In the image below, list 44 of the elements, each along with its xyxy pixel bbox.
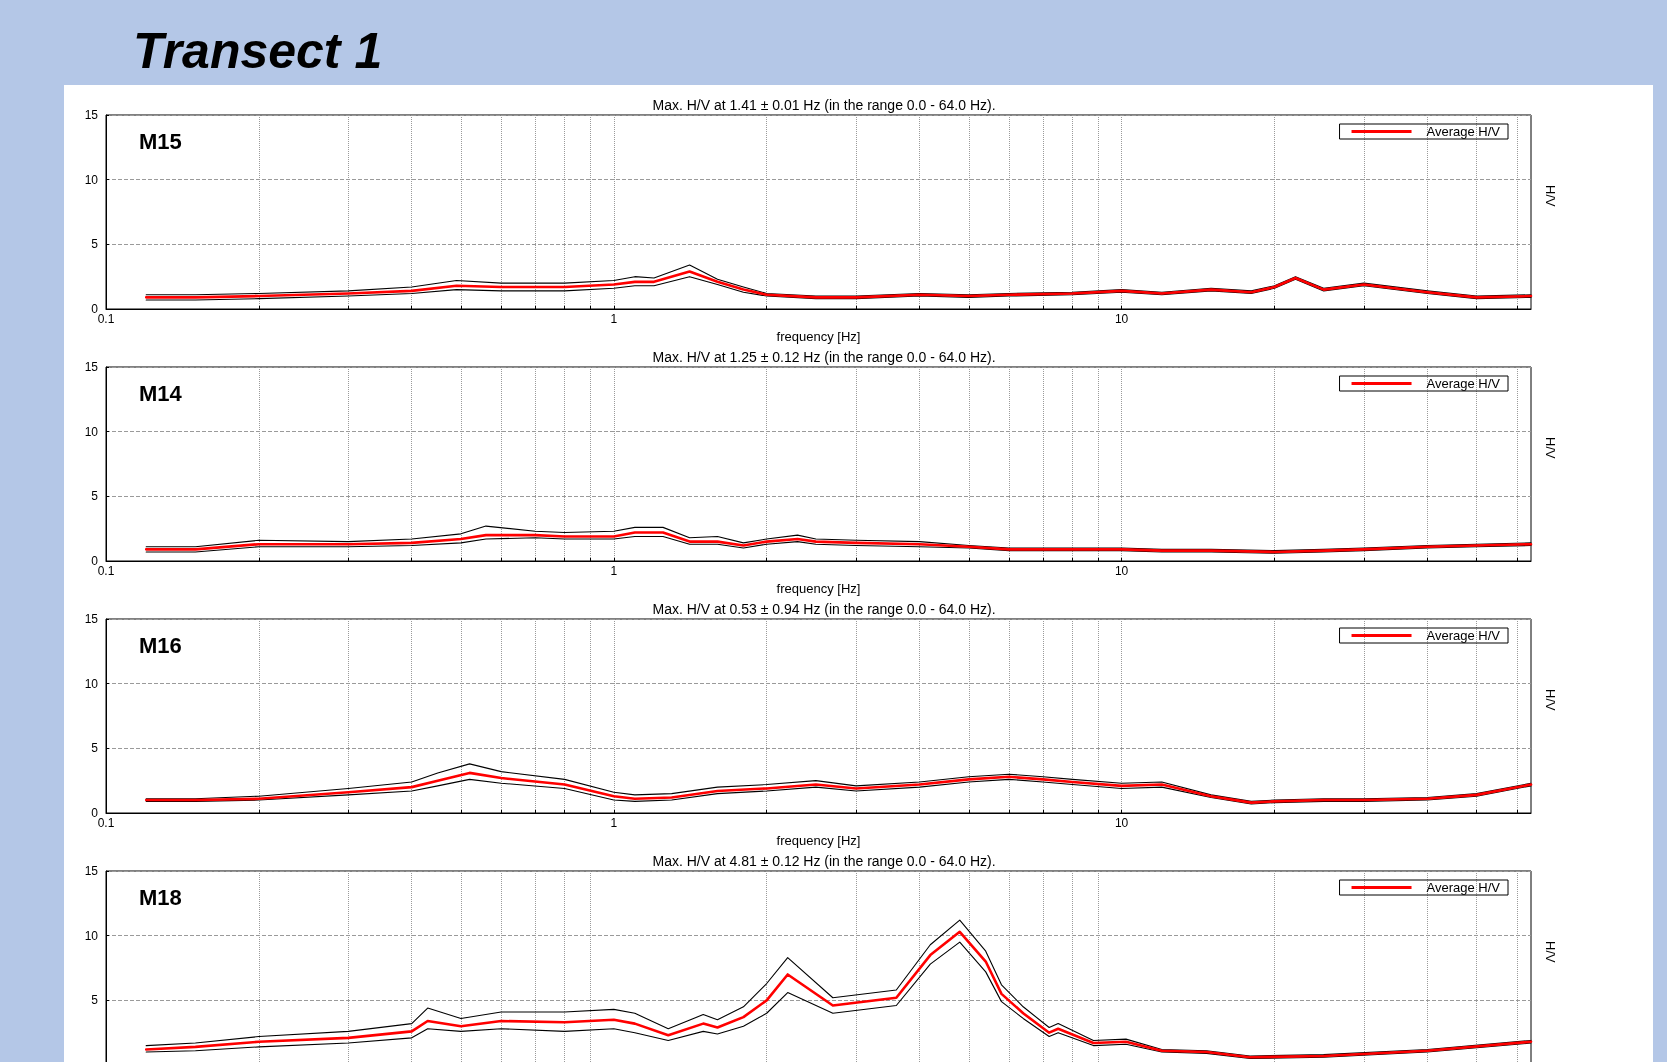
annotation: M15 (139, 128, 182, 154)
y-tick-label: 15 (84, 612, 99, 626)
y-axis-title: H/V (1543, 437, 1558, 459)
y-tick-label: 0 (91, 806, 99, 820)
legend-label: Average H/V (1426, 880, 1501, 895)
y-tick-label: 15 (84, 360, 99, 374)
y-tick-label: 10 (84, 424, 99, 439)
y-tick-label: 5 (91, 993, 99, 1008)
y-tick-label: 10 (84, 928, 99, 943)
chart-title: Max. H/V at 0.53 ± 0.94 Hz (in the range 0.0 - 64.0 Hz). (652, 601, 996, 617)
y-axis-title: H/V (1543, 185, 1558, 207)
y-tick-label: 10 (84, 676, 99, 691)
y-tick-label: 0 (91, 302, 99, 316)
y-axis-title: H/V (1543, 941, 1558, 963)
x-tick-label: 0.1 (97, 816, 115, 830)
y-axis-title: H/V (1543, 689, 1558, 711)
x-tick-label: 10 (1114, 564, 1129, 578)
x-tick-label: 10 (1114, 816, 1129, 830)
chart-title: Max. H/V at 4.81 ± 0.12 Hz (in the range 0.0 - 64.0 Hz). (652, 853, 996, 869)
y-tick-label: 5 (91, 237, 99, 252)
annotation: M18 (139, 884, 182, 910)
legend-label: Average H/V (1426, 628, 1501, 643)
y-tick-label: 0 (91, 554, 99, 568)
y-tick-label: 5 (91, 489, 99, 504)
x-axis-title: frequency [Hz] (776, 832, 861, 848)
x-tick-label: 1 (610, 564, 618, 578)
y-tick-label: 15 (84, 108, 99, 122)
x-tick-label: 10 (1114, 312, 1129, 326)
chart-title: Max. H/V at 1.25 ± 0.12 Hz (in the range 0.0 - 64.0 Hz). (652, 349, 996, 365)
x-axis-title: frequency [Hz] (776, 328, 861, 344)
y-tick-label: 10 (84, 172, 99, 187)
text: Transect 1 (133, 22, 383, 80)
legend-label: Average H/V (1426, 376, 1501, 391)
annotation: M14 (139, 380, 183, 406)
y-tick-label: 5 (91, 741, 99, 756)
x-tick-label: 1 (610, 312, 618, 326)
x-axis-title: frequency [Hz] (776, 580, 861, 596)
x-tick-label: 0.1 (97, 312, 115, 326)
legend-label: Average H/V (1426, 124, 1501, 139)
x-tick-label: 1 (610, 816, 618, 830)
y-tick-label: 15 (84, 864, 99, 878)
x-tick-label: 0.1 (97, 564, 115, 578)
chart-title: Max. H/V at 1.41 ± 0.01 Hz (in the range 0.0 - 64.0 Hz). (652, 97, 996, 113)
annotation: M16 (139, 632, 182, 658)
